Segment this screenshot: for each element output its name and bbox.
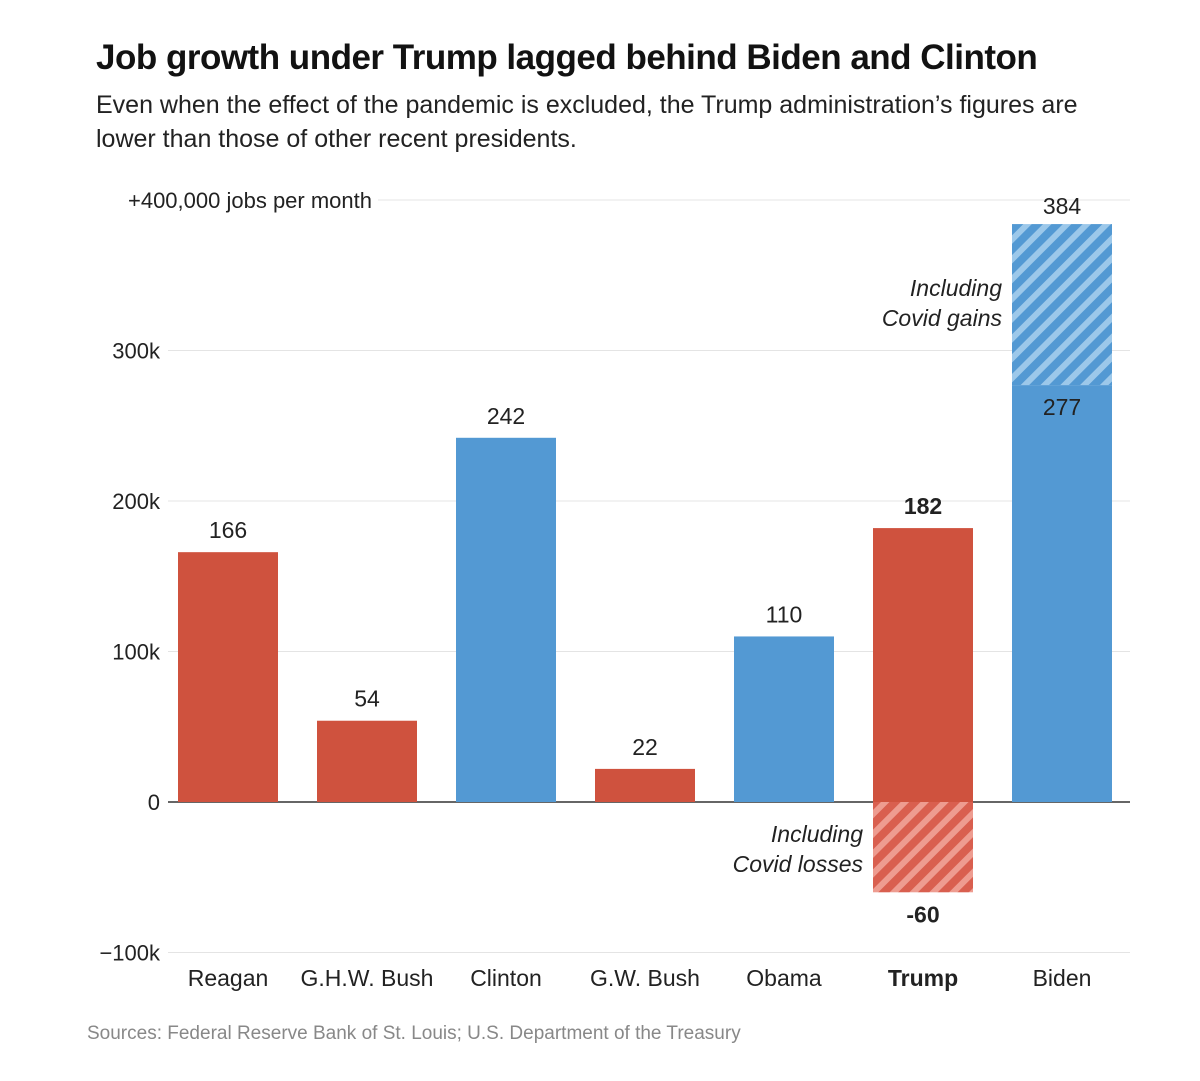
bar-including-covid-biden [1012,224,1112,386]
x-category-label: Biden [1033,965,1092,991]
annotation-text: Covid gains [882,305,1003,331]
bar-obama [734,636,834,802]
chart-subtitle: Even when the effect of the pandemic is … [96,91,1078,153]
x-category-label: G.H.W. Bush [301,965,434,991]
annotation-text: Including [910,275,1002,301]
annotation-text: Covid losses [733,851,864,877]
bar-ghwbush [317,720,417,802]
bar-gwbush [595,768,695,802]
x-category-label: Clinton [470,965,542,991]
y-tick-label: 300k [112,339,161,364]
source-note: Sources: Federal Reserve Bank of St. Lou… [87,1023,741,1044]
y-tick-label: 100k [112,640,161,665]
y-tick-label: 200k [112,489,161,514]
bar-value-label: 242 [487,403,525,429]
including-covid-value-label: -60 [906,901,939,927]
bar-reagan [178,552,278,802]
bar-value-label: 277 [1043,394,1081,420]
bar-clinton [456,437,556,802]
y-tick-label: 0 [148,790,160,815]
y-tick-label: −100k [99,941,161,966]
including-covid-value-label: 384 [1043,193,1082,219]
bar-value-label: 166 [209,517,247,543]
bar-including-covid-trump [873,802,973,893]
x-category-label: G.W. Bush [590,965,700,991]
bar-value-label: 110 [766,601,803,627]
bar-biden [1012,385,1112,802]
x-category-label: Trump [888,965,958,991]
chart-title: Job growth under Trump lagged behind Bid… [96,38,1038,77]
bar-value-label: 22 [632,734,658,760]
bar-trump [873,528,973,802]
x-category-label: Reagan [188,965,269,991]
bar-value-label: 54 [354,686,380,712]
annotation-text: Including [771,821,863,847]
bar-value-label: 182 [904,493,942,519]
y-tick-label: +400,000 jobs per month [128,188,372,213]
x-category-label: Obama [746,965,822,991]
